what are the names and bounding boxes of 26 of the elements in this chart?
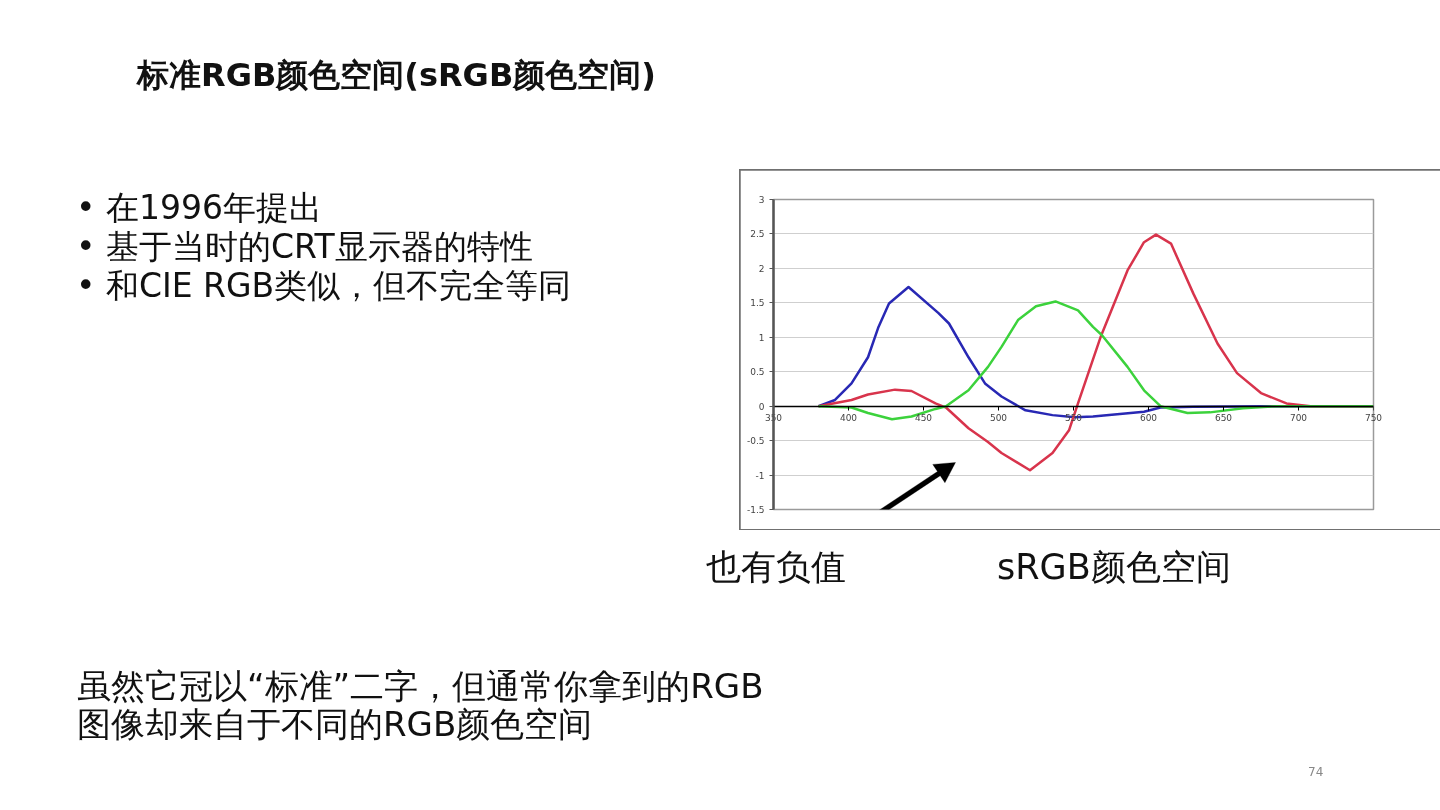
text: • 和CIE RGB类似，但不完全等同 [76, 266, 572, 305]
y-tick-label: -1.5 [746, 505, 765, 515]
x-tick-label: 750 [1364, 412, 1383, 423]
y-tick-label: 2 [758, 263, 765, 274]
text: 也有负值 [706, 546, 847, 588]
y-tick-label: 3 [758, 195, 765, 205]
text: 74 [1308, 765, 1324, 779]
x-tick-label: 450 [914, 412, 933, 423]
y-tick-label: 0 [758, 401, 765, 412]
y-tick-label: -0.5 [746, 436, 765, 447]
text: • 基于当时的CRT显示器的特性 [76, 227, 534, 266]
x-tick-label: 550 [1064, 412, 1083, 423]
y-tick-label: 1 [758, 332, 765, 343]
text: 标准RGB颜色空间(sRGB颜色空间) [137, 55, 656, 94]
x-tick-label: 400 [839, 412, 858, 423]
x-tick-label: 600 [1139, 412, 1158, 423]
x-tick-label: 700 [1289, 412, 1308, 423]
x-tick-label: 650 [1214, 412, 1233, 423]
y-tick-label: 0.5 [750, 367, 765, 378]
text: sRGB颜色空间 [997, 546, 1232, 588]
x-tick-label: 500 [989, 412, 1008, 423]
text: 虽然它冠以“标准”二字，但通常你拿到的RGB 图像却来自于不同的RGB颜色空间 [77, 666, 765, 744]
y-tick-label: -1 [755, 470, 765, 481]
text: • 在1996年提出 [76, 188, 323, 227]
y-tick-label: 2.5 [750, 229, 765, 240]
y-tick-label: 1.5 [750, 298, 765, 309]
